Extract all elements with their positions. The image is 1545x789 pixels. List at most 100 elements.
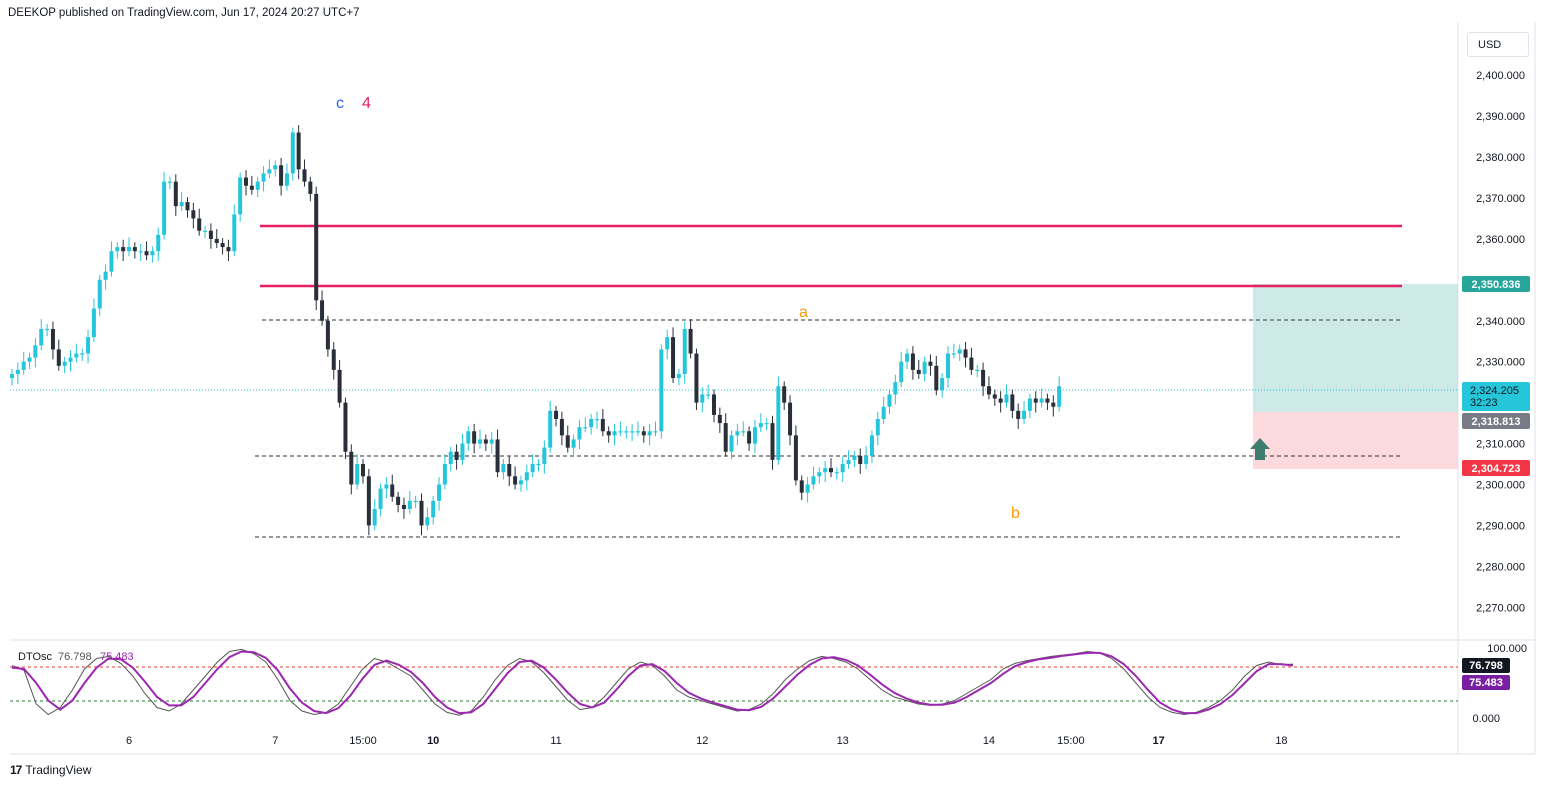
candle-body xyxy=(600,418,605,432)
candle-body xyxy=(694,353,699,403)
candle-body xyxy=(39,328,44,346)
price-tick-label: 2,370.000 xyxy=(1476,193,1525,205)
candle-body xyxy=(472,431,477,444)
candle-body xyxy=(407,500,412,510)
candle-body xyxy=(834,472,839,474)
candle-body xyxy=(986,386,991,395)
candle-body xyxy=(776,386,781,460)
candle-body xyxy=(208,230,213,239)
wave-label-b: b xyxy=(1011,505,1020,522)
candle-body xyxy=(489,439,494,444)
price-tick-label: 2,290.000 xyxy=(1476,520,1525,532)
candlestick-series xyxy=(10,125,1062,536)
candle-body xyxy=(665,337,670,350)
candle-body xyxy=(565,435,570,448)
osc-k-value: 76.798 xyxy=(58,651,92,663)
candle-body xyxy=(495,439,500,473)
candle-body xyxy=(68,357,73,362)
candle-body xyxy=(244,177,248,186)
candle-body xyxy=(10,373,14,379)
candle-body xyxy=(735,431,740,436)
candle-body xyxy=(975,369,980,372)
candle-body xyxy=(788,402,793,436)
candle-body xyxy=(957,349,962,354)
candle-body xyxy=(548,410,553,448)
candle-body xyxy=(396,496,401,505)
candle-body xyxy=(261,173,266,182)
candle-body xyxy=(361,464,365,477)
candle-body xyxy=(314,193,319,301)
candle-body xyxy=(846,459,851,465)
candle-body xyxy=(273,165,278,170)
candle-body xyxy=(127,247,131,252)
candle-body xyxy=(864,455,869,465)
candle-body xyxy=(290,132,295,174)
time-tick-label: 11 xyxy=(550,735,561,747)
candle-body xyxy=(214,238,219,244)
candle-body xyxy=(331,349,336,370)
candle-body xyxy=(782,386,787,403)
candle-body xyxy=(1057,386,1062,407)
candle-body xyxy=(448,451,453,465)
candle-body xyxy=(881,406,886,419)
candle-body xyxy=(887,394,892,407)
candle-body xyxy=(922,361,927,374)
currency-selector-button[interactable]: USD xyxy=(1467,32,1529,57)
candle-body xyxy=(91,308,96,338)
entry-arrow-icon xyxy=(1250,438,1270,460)
candle-body xyxy=(577,427,582,440)
candle-body xyxy=(635,431,640,433)
candle-body xyxy=(723,423,728,452)
candle-body xyxy=(431,500,436,518)
candle-body xyxy=(899,361,904,383)
candle-body xyxy=(946,353,950,379)
osc-d-badge xyxy=(1462,675,1510,690)
candle-body xyxy=(1004,394,1009,403)
current-price-badge xyxy=(1462,382,1530,411)
candle-body xyxy=(437,484,442,501)
candle-body xyxy=(940,378,945,391)
candle-body xyxy=(501,464,506,473)
osc-k-badge-text: 76.798 xyxy=(1469,660,1503,672)
candle-body xyxy=(144,251,149,256)
candle-body xyxy=(372,509,377,526)
candle-body xyxy=(466,431,471,444)
candle-body xyxy=(249,185,254,190)
candle-body xyxy=(97,279,102,309)
candle-body xyxy=(86,337,91,354)
time-tick-label: 13 xyxy=(837,735,849,747)
candle-body xyxy=(559,418,564,436)
candle-body xyxy=(536,464,541,466)
osc-title: DTOsc xyxy=(18,651,53,663)
candle-body xyxy=(829,468,833,473)
candle-body xyxy=(27,357,32,362)
candle-body xyxy=(653,431,658,433)
candle-body xyxy=(706,394,711,396)
candle-body xyxy=(969,357,974,370)
candle-body xyxy=(729,435,734,452)
candle-body xyxy=(747,431,752,444)
candle-body xyxy=(770,423,775,460)
entry-price-badge-text: 2,318.813 xyxy=(1472,416,1521,428)
candle-body xyxy=(203,230,208,232)
candle-body xyxy=(366,476,371,526)
candle-body xyxy=(267,169,272,174)
price-tick-label: 2,360.000 xyxy=(1476,234,1525,246)
candle-body xyxy=(454,451,459,460)
candle-body xyxy=(15,369,20,374)
entry-price-badge xyxy=(1462,413,1530,429)
candle-body xyxy=(115,247,120,252)
candle-body xyxy=(811,476,816,485)
candle-body xyxy=(647,431,652,436)
candle-body xyxy=(518,480,523,485)
candle-body xyxy=(1022,410,1027,419)
candle-body xyxy=(279,165,284,186)
price-tick-label: 2,340.000 xyxy=(1476,316,1525,328)
candle-body xyxy=(717,414,722,424)
candle-body xyxy=(460,443,465,460)
tradingview-logo[interactable]: 17 TradingView xyxy=(10,763,91,777)
candle-body xyxy=(659,349,664,432)
candle-body xyxy=(530,464,535,473)
candle-body xyxy=(132,247,137,252)
